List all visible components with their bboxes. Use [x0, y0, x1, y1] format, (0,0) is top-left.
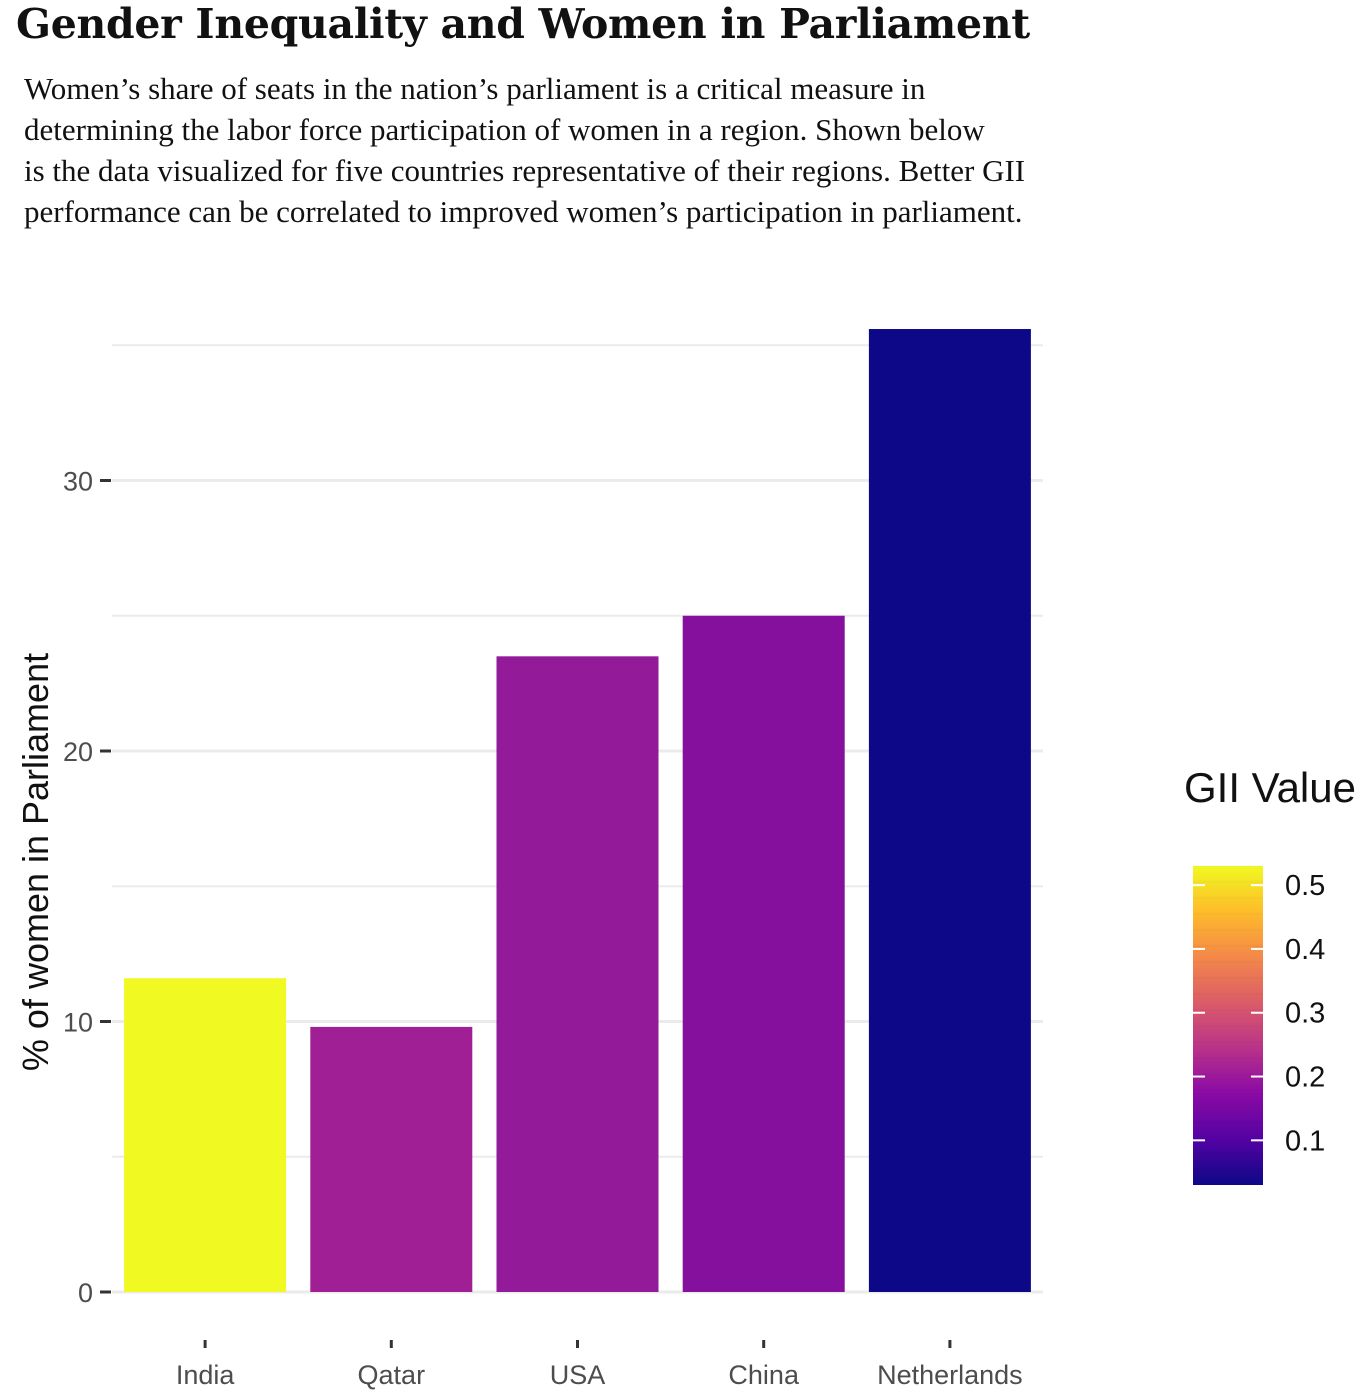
- legend-title: GII Value: [1184, 764, 1356, 811]
- x-tick-label: China: [728, 1360, 800, 1390]
- x-tick-label: USA: [550, 1360, 606, 1390]
- bars: [124, 329, 1031, 1292]
- y-axis-label: % of women in Parliament: [15, 653, 56, 1071]
- y-axis: 0 10 20 30: [63, 467, 111, 1308]
- bar-india: [124, 978, 287, 1292]
- legend-tick-label: 0.5: [1285, 870, 1325, 902]
- chart-title: Gender Inequality and Women in Parliamen…: [16, 0, 1030, 48]
- legend-colorbar: [1193, 866, 1263, 1185]
- legend-tick-label: 0.1: [1285, 1125, 1325, 1157]
- subtitle-line: performance can be correlated to improve…: [24, 194, 1023, 229]
- bar-qatar: [310, 1026, 473, 1292]
- bar-usa: [496, 656, 659, 1292]
- x-tick-label: India: [176, 1360, 236, 1390]
- x-tick-label: Qatar: [358, 1360, 426, 1390]
- x-tick-label: Netherlands: [877, 1360, 1023, 1390]
- subtitle-line: Women’s share of seats in the nation’s p…: [24, 71, 926, 106]
- color-legend: GII Value 0.5 0.4 0.3 0.2 0.1: [1184, 764, 1356, 1185]
- subtitle-line: is the data visualized for five countrie…: [24, 153, 1026, 188]
- subtitle-line: determining the labor force participatio…: [24, 112, 985, 147]
- y-tick-label: 10: [63, 1008, 93, 1038]
- chart-subtitle: Women’s share of seats in the nation’s p…: [24, 68, 1254, 232]
- legend-tick-label: 0.3: [1285, 998, 1325, 1030]
- y-tick-label: 0: [78, 1278, 93, 1308]
- y-tick-label: 30: [63, 467, 93, 497]
- x-axis: India Qatar USA China Netherlands: [176, 1340, 1023, 1390]
- bar-netherlands: [868, 329, 1031, 1292]
- bar-china: [682, 615, 845, 1292]
- legend-tick-label: 0.4: [1285, 934, 1325, 966]
- legend-tick-label: 0.2: [1285, 1062, 1325, 1094]
- y-tick-label: 20: [63, 737, 93, 767]
